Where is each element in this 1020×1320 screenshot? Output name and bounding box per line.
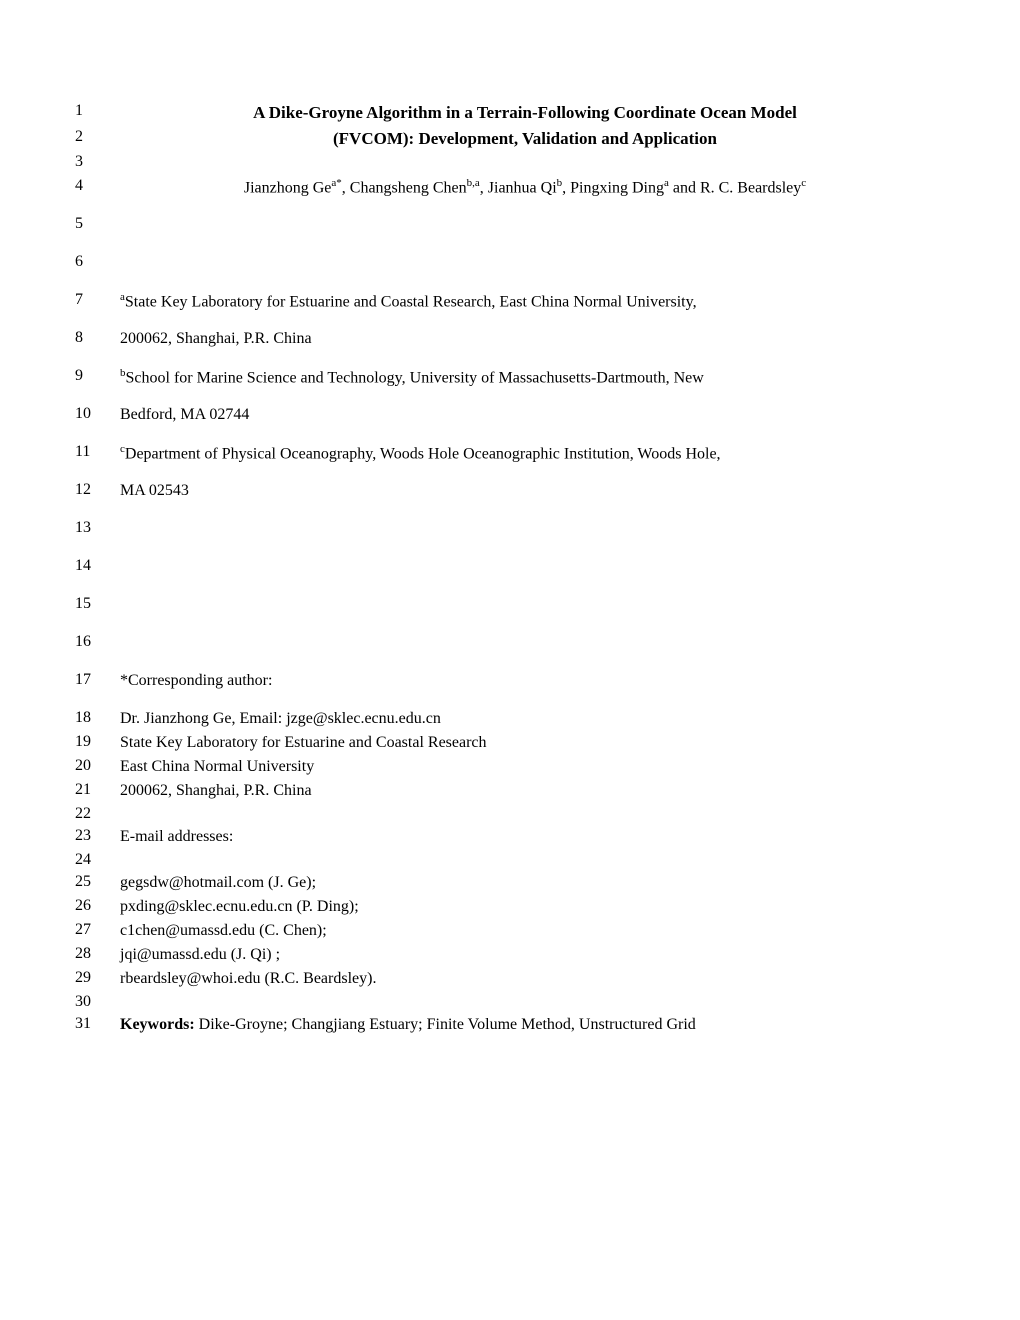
line-number: 31 xyxy=(75,1013,120,1033)
line-number: 19 xyxy=(75,731,120,751)
line-number: 23 xyxy=(75,825,120,845)
line-number: 9 xyxy=(75,365,120,385)
line-number: 11 xyxy=(75,441,120,461)
line-number: 26 xyxy=(75,895,120,915)
line-number: 8 xyxy=(75,327,120,347)
line-number: 12 xyxy=(75,479,120,499)
line-content: aState Key Laboratory for Estuarine and … xyxy=(120,289,930,314)
manuscript-line: 1A Dike-Groyne Algorithm in a Terrain-Fo… xyxy=(75,100,930,126)
line-number: 15 xyxy=(75,593,120,613)
line-number: 25 xyxy=(75,871,120,891)
line-number: 30 xyxy=(75,991,120,1011)
line-number: 27 xyxy=(75,919,120,939)
line-number: 20 xyxy=(75,755,120,775)
line-content: Dr. Jianzhong Ge, Email: jzge@sklec.ecnu… xyxy=(120,707,930,731)
manuscript-line: 31Keywords: Dike-Groyne; Changjiang Estu… xyxy=(75,1013,930,1043)
manuscript-line: 3 xyxy=(75,151,930,175)
line-number: 21 xyxy=(75,779,120,799)
line-content: MA 02543 xyxy=(120,479,930,503)
line-content: (FVCOM): Development, Validation and App… xyxy=(120,126,930,152)
manuscript-line: 25gegsdw@hotmail.com (J. Ge); xyxy=(75,871,930,895)
manuscript-line: 8200062, Shanghai, P.R. China xyxy=(75,327,930,365)
manuscript-line: 16 xyxy=(75,631,930,669)
line-content: State Key Laboratory for Estuarine and C… xyxy=(120,731,930,755)
line-content: rbeardsley@whoi.edu (R.C. Beardsley). xyxy=(120,967,930,991)
manuscript-line: 24 xyxy=(75,849,930,871)
manuscript-line: 7aState Key Laboratory for Estuarine and… xyxy=(75,289,930,327)
line-number: 4 xyxy=(75,175,120,195)
line-number: 18 xyxy=(75,707,120,727)
line-content: gegsdw@hotmail.com (J. Ge); xyxy=(120,871,930,895)
line-number: 29 xyxy=(75,967,120,987)
manuscript-line: 5 xyxy=(75,213,930,251)
line-content: jqi@umassd.edu (J. Qi) ; xyxy=(120,943,930,967)
manuscript-line: 20East China Normal University xyxy=(75,755,930,779)
line-number: 16 xyxy=(75,631,120,651)
line-content: Bedford, MA 02744 xyxy=(120,403,930,427)
line-number: 6 xyxy=(75,251,120,271)
line-number: 17 xyxy=(75,669,120,689)
line-number: 3 xyxy=(75,151,120,171)
manuscript-line: 6 xyxy=(75,251,930,289)
manuscript-line: 10Bedford, MA 02744 xyxy=(75,403,930,441)
line-number: 13 xyxy=(75,517,120,537)
manuscript-line: 13 xyxy=(75,517,930,555)
line-content: 200062, Shanghai, P.R. China xyxy=(120,327,930,351)
manuscript-line: 11cDepartment of Physical Oceanography, … xyxy=(75,441,930,479)
line-content: Jianzhong Gea*, Changsheng Chenb,a, Jian… xyxy=(120,175,930,200)
manuscript-line: 22 xyxy=(75,803,930,825)
line-content: 200062, Shanghai, P.R. China xyxy=(120,779,930,803)
line-content: *Corresponding author: xyxy=(120,669,930,693)
manuscript-line: 17*Corresponding author: xyxy=(75,669,930,707)
manuscript-line: 4Jianzhong Gea*, Changsheng Chenb,a, Jia… xyxy=(75,175,930,213)
manuscript-line: 29rbeardsley@whoi.edu (R.C. Beardsley). xyxy=(75,967,930,991)
manuscript-line: 2(FVCOM): Development, Validation and Ap… xyxy=(75,126,930,152)
manuscript-line: 12MA 02543 xyxy=(75,479,930,517)
line-number: 24 xyxy=(75,849,120,869)
line-number: 22 xyxy=(75,803,120,823)
manuscript-line: 28jqi@umassd.edu (J. Qi) ; xyxy=(75,943,930,967)
line-content: Keywords: Dike-Groyne; Changjiang Estuar… xyxy=(120,1013,930,1037)
manuscript-line: 14 xyxy=(75,555,930,593)
line-number: 14 xyxy=(75,555,120,575)
line-number: 28 xyxy=(75,943,120,963)
manuscript-line: 30 xyxy=(75,991,930,1013)
manuscript-line: 27c1chen@umassd.edu (C. Chen); xyxy=(75,919,930,943)
line-content: East China Normal University xyxy=(120,755,930,779)
manuscript-page: 1A Dike-Groyne Algorithm in a Terrain-Fo… xyxy=(75,100,930,1043)
line-content: bSchool for Marine Science and Technolog… xyxy=(120,365,930,390)
line-number: 1 xyxy=(75,100,120,120)
manuscript-line: 23E-mail addresses: xyxy=(75,825,930,849)
line-number: 5 xyxy=(75,213,120,233)
manuscript-line: 15 xyxy=(75,593,930,631)
manuscript-line: 21200062, Shanghai, P.R. China xyxy=(75,779,930,803)
line-content: c1chen@umassd.edu (C. Chen); xyxy=(120,919,930,943)
line-content: cDepartment of Physical Oceanography, Wo… xyxy=(120,441,930,466)
line-content: A Dike-Groyne Algorithm in a Terrain-Fol… xyxy=(120,100,930,126)
line-number: 10 xyxy=(75,403,120,423)
manuscript-line: 18Dr. Jianzhong Ge, Email: jzge@sklec.ec… xyxy=(75,707,930,731)
manuscript-line: 19State Key Laboratory for Estuarine and… xyxy=(75,731,930,755)
line-content: E-mail addresses: xyxy=(120,825,930,849)
manuscript-line: 26pxding@sklec.ecnu.edu.cn (P. Ding); xyxy=(75,895,930,919)
line-number: 7 xyxy=(75,289,120,309)
line-number: 2 xyxy=(75,126,120,146)
line-content: pxding@sklec.ecnu.edu.cn (P. Ding); xyxy=(120,895,930,919)
manuscript-line: 9bSchool for Marine Science and Technolo… xyxy=(75,365,930,403)
